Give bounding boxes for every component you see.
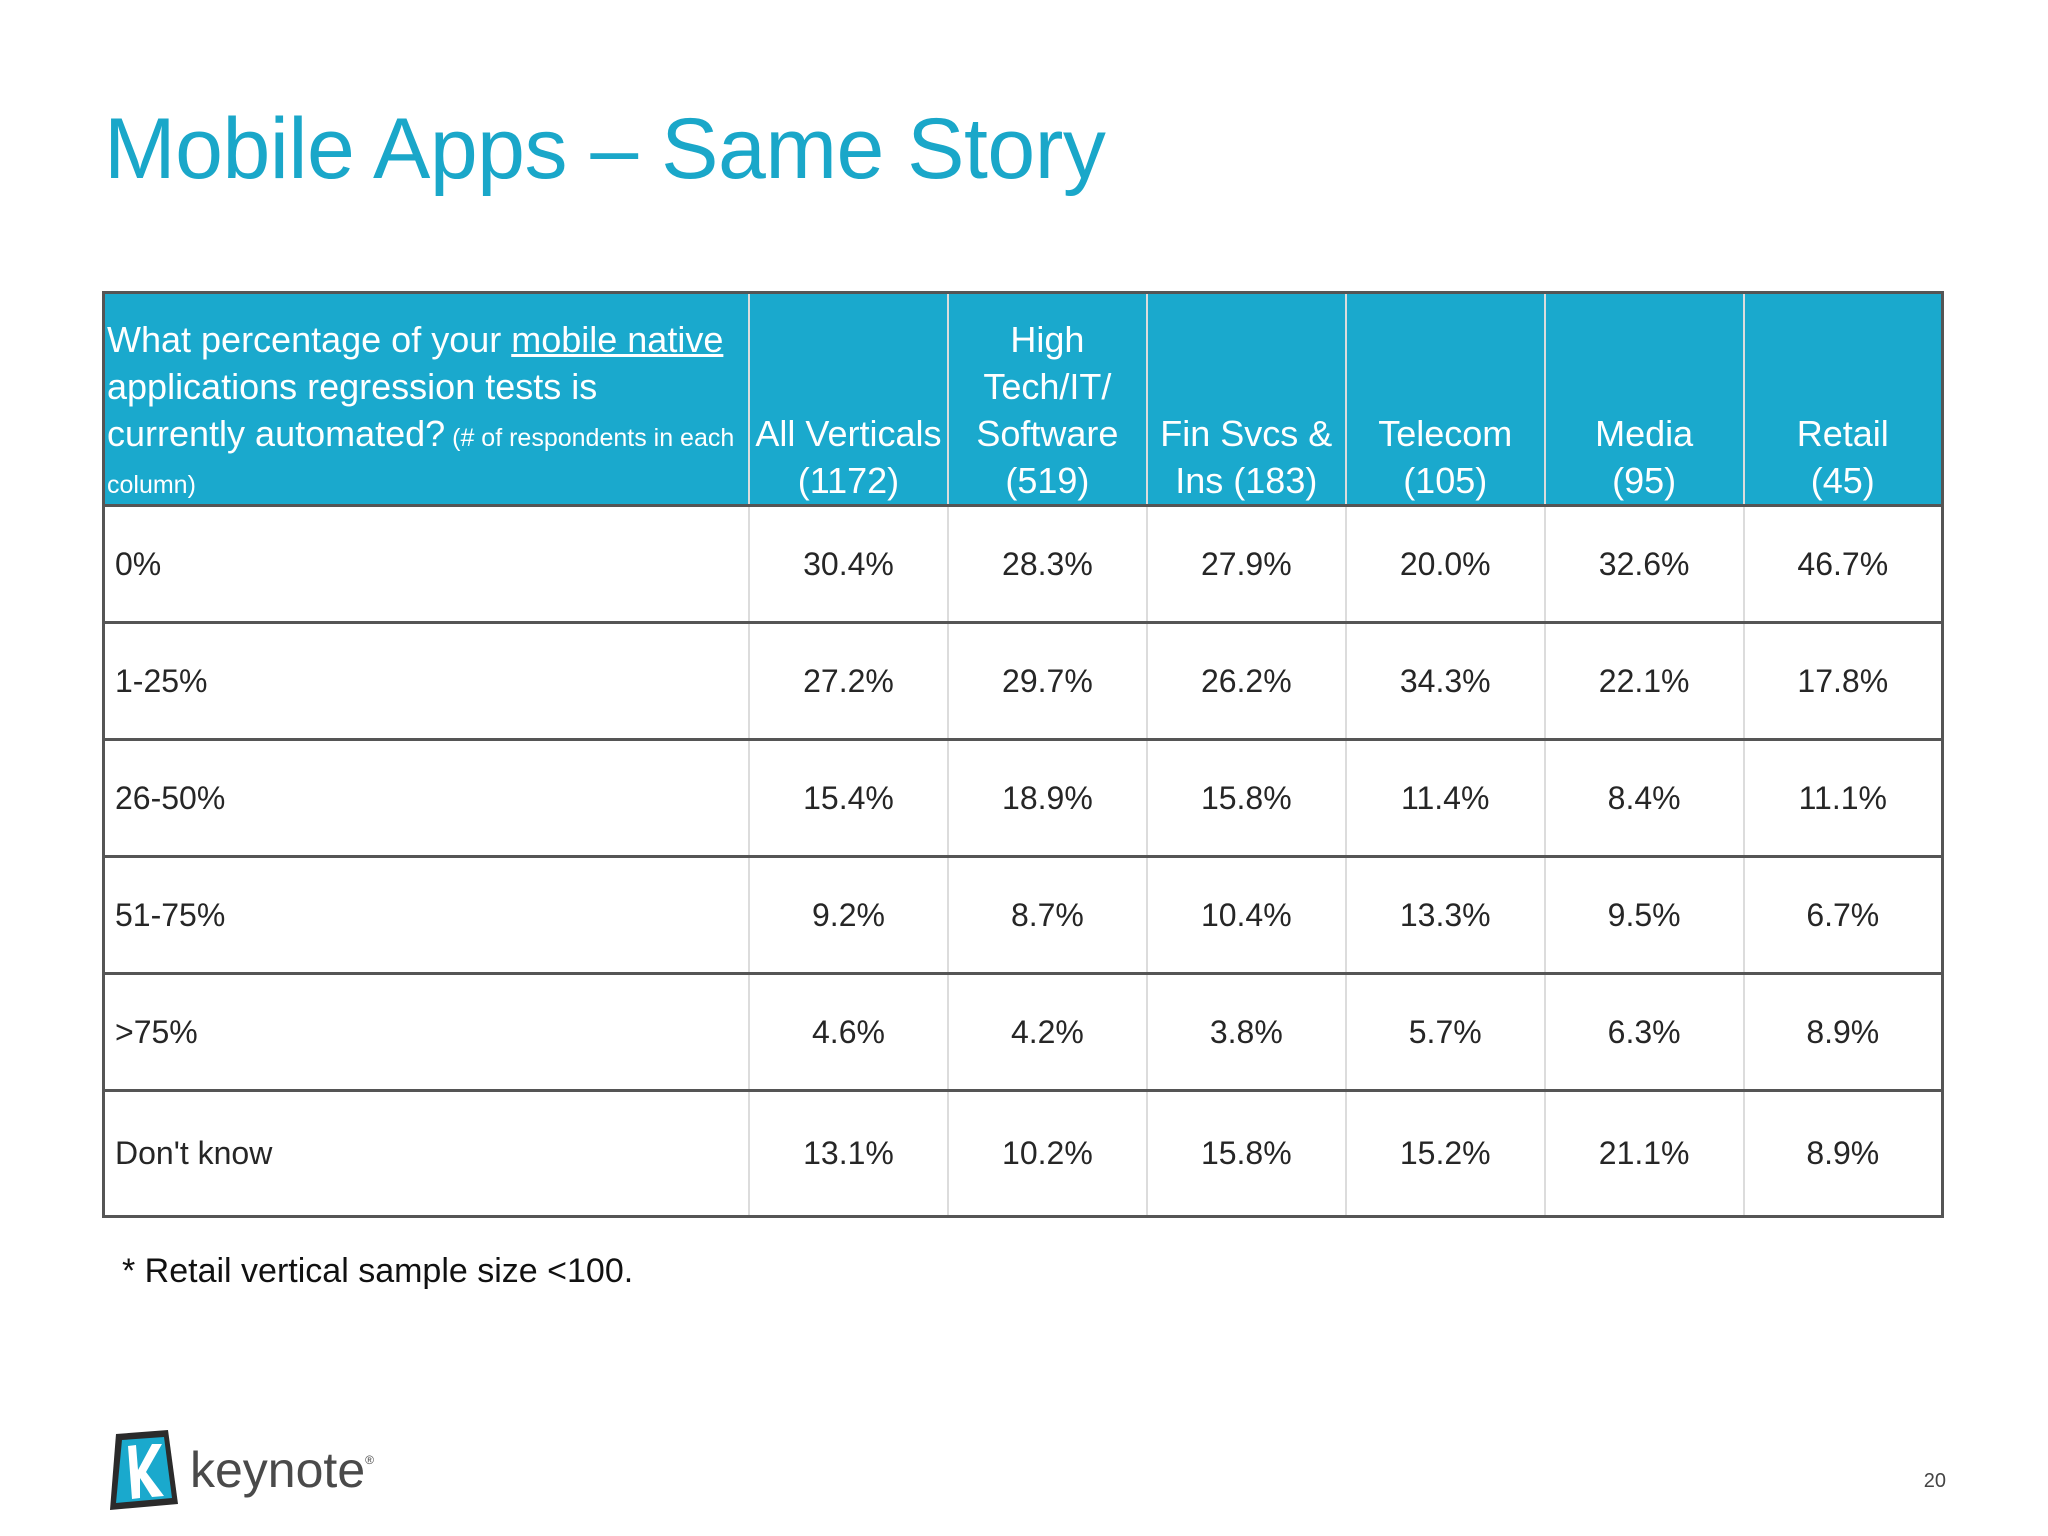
table-cell: 9.2%: [748, 855, 948, 974]
registered-mark: ®: [365, 1453, 374, 1467]
table-cell: 13.3%: [1344, 855, 1545, 974]
column-header-count: (105): [1403, 460, 1488, 501]
column-header-high-tech: High Tech/IT/ Software (519): [946, 292, 1147, 506]
table-cell: 8.9%: [1742, 972, 1943, 1091]
table-row: 26-50% 15.4% 18.9% 15.8% 11.4% 8.4% 11.1…: [103, 738, 1943, 857]
column-header-line: All Verticals: [755, 413, 942, 454]
column-header-line: Telecom: [1378, 413, 1513, 454]
table-cell: 15.4%: [748, 738, 948, 857]
table-cell: 22.1%: [1543, 621, 1744, 740]
table-cell: 9.5%: [1543, 855, 1744, 974]
table-cell: 6.7%: [1742, 855, 1943, 974]
table-cell: 15.2%: [1344, 1089, 1545, 1217]
column-header-media: Media (95): [1543, 292, 1744, 506]
column-header-count: (95): [1612, 460, 1677, 501]
table-cell: 11.1%: [1742, 738, 1943, 857]
column-header-line: Retail: [1796, 413, 1889, 454]
table-cell: 30.4%: [748, 504, 948, 623]
table-cell: 26.2%: [1145, 621, 1346, 740]
table-row: 0% 30.4% 28.3% 27.9% 20.0% 32.6% 46.7%: [103, 504, 1943, 623]
table-cell: 28.3%: [946, 504, 1147, 623]
page-number: 20: [1923, 1470, 1946, 1492]
column-header-retail: Retail (45): [1742, 292, 1943, 506]
table-cell: 32.6%: [1543, 504, 1744, 623]
table-cell: 21.1%: [1543, 1089, 1744, 1217]
table-cell: 27.9%: [1145, 504, 1346, 623]
table-cell: 3.8%: [1145, 972, 1346, 1091]
table-header-row: What percentage of your mobile native ap…: [103, 292, 1943, 506]
column-header-line: Fin Svcs &: [1160, 413, 1333, 454]
table-row: Don't know 13.1% 10.2% 15.8% 15.2% 21.1%…: [103, 1089, 1943, 1217]
column-header-fin-svcs: Fin Svcs & Ins (183): [1145, 292, 1346, 506]
footnote: * Retail vertical sample size <100.: [122, 1252, 634, 1290]
column-header-line: Media: [1595, 413, 1694, 454]
table-row: >75% 4.6% 4.2% 3.8% 5.7% 6.3% 8.9%: [103, 972, 1943, 1091]
question-note: (# of respondents in each column): [107, 424, 735, 499]
row-label: 51-75%: [103, 855, 749, 974]
table-cell: 27.2%: [748, 621, 948, 740]
table-cell: 13.1%: [748, 1089, 948, 1217]
column-header-line: Software: [976, 413, 1119, 454]
row-label: 1-25%: [103, 621, 749, 740]
table-cell: 6.3%: [1543, 972, 1744, 1091]
table-cell: 17.8%: [1742, 621, 1943, 740]
row-label: 26-50%: [103, 738, 749, 857]
table-cell: 29.7%: [946, 621, 1147, 740]
column-header-count: Ins (183): [1175, 460, 1318, 501]
table-cell: 8.7%: [946, 855, 1147, 974]
table-cell: 8.4%: [1543, 738, 1744, 857]
survey-table: What percentage of your mobile native ap…: [102, 291, 1944, 1218]
table-cell: 15.8%: [1145, 1089, 1346, 1217]
table-cell: 11.4%: [1344, 738, 1545, 857]
table-row: 1-25% 27.2% 29.7% 26.2% 34.3% 22.1% 17.8…: [103, 621, 1943, 740]
table-cell: 34.3%: [1344, 621, 1545, 740]
table-cell: 10.4%: [1145, 855, 1346, 974]
column-header-count: (1172): [797, 460, 900, 501]
keynote-logo: keynote ®: [102, 1426, 374, 1514]
keynote-k-icon: [110, 1430, 178, 1510]
table-cell: 5.7%: [1344, 972, 1545, 1091]
table-cell: 18.9%: [946, 738, 1147, 857]
column-header-line: High: [1010, 319, 1085, 360]
table-row: 51-75% 9.2% 8.7% 10.4% 13.3% 9.5% 6.7%: [103, 855, 1943, 974]
keynote-wordmark: keynote: [190, 1442, 366, 1498]
column-header-line: Tech/IT/: [983, 366, 1112, 407]
question-underlined-text: mobile native: [511, 319, 724, 360]
column-header-count: (45): [1810, 460, 1875, 501]
slide-title: Mobile Apps – Same Story: [104, 101, 1106, 197]
row-label: Don't know: [103, 1089, 749, 1217]
table-cell: 4.6%: [748, 972, 948, 1091]
column-header-count: (519): [1005, 460, 1090, 501]
question-header: What percentage of your mobile native ap…: [103, 292, 749, 506]
row-label: >75%: [103, 972, 749, 1091]
column-header-telecom: Telecom (105): [1344, 292, 1545, 506]
table-cell: 46.7%: [1742, 504, 1943, 623]
table-cell: 10.2%: [946, 1089, 1147, 1217]
table-cell: 20.0%: [1344, 504, 1545, 623]
question-text-before: What percentage of your: [107, 319, 512, 360]
table-cell: 8.9%: [1742, 1089, 1943, 1217]
question-text-after: applications regression tests is current…: [107, 366, 598, 454]
column-header-all-verticals: All Verticals (1172): [748, 292, 948, 506]
row-label: 0%: [103, 504, 749, 623]
table-cell: 4.2%: [946, 972, 1147, 1091]
table-cell: 15.8%: [1145, 738, 1346, 857]
